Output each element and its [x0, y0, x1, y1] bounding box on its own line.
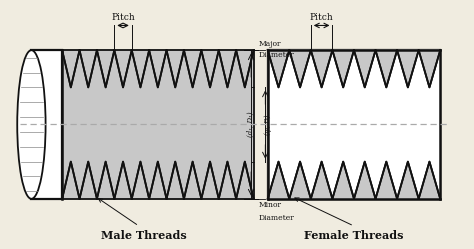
Polygon shape [184, 50, 201, 87]
Polygon shape [332, 162, 354, 199]
Text: Pitch: Pitch [310, 13, 334, 22]
Polygon shape [132, 162, 149, 199]
Polygon shape [166, 162, 184, 199]
Polygon shape [397, 162, 419, 199]
Polygon shape [354, 50, 375, 87]
Polygon shape [80, 162, 97, 199]
Polygon shape [311, 162, 332, 199]
Polygon shape [332, 162, 354, 199]
Polygon shape [97, 50, 114, 87]
Polygon shape [289, 162, 311, 199]
Polygon shape [132, 50, 149, 87]
Polygon shape [268, 162, 289, 199]
Polygon shape [311, 162, 332, 199]
Polygon shape [62, 50, 80, 87]
Polygon shape [397, 50, 419, 87]
Polygon shape [419, 50, 440, 87]
Polygon shape [332, 50, 354, 87]
Polygon shape [201, 162, 219, 199]
Polygon shape [268, 162, 289, 199]
Polygon shape [419, 50, 440, 87]
Polygon shape [149, 50, 166, 87]
Text: Diameter: Diameter [258, 214, 294, 222]
Polygon shape [236, 50, 254, 87]
Polygon shape [311, 50, 332, 87]
Polygon shape [236, 162, 254, 199]
Polygon shape [375, 162, 397, 199]
Polygon shape [219, 162, 236, 199]
Text: Minor: Minor [258, 201, 281, 209]
Polygon shape [268, 50, 289, 87]
Polygon shape [149, 162, 166, 199]
Polygon shape [419, 162, 440, 199]
Polygon shape [201, 50, 219, 87]
Polygon shape [114, 50, 132, 87]
Polygon shape [268, 50, 440, 199]
Polygon shape [62, 162, 80, 199]
Ellipse shape [17, 50, 46, 199]
Polygon shape [354, 162, 375, 199]
Polygon shape [397, 50, 419, 87]
Polygon shape [354, 162, 375, 199]
Text: (d₁, D₁): (d₁, D₁) [247, 112, 255, 137]
Polygon shape [184, 162, 201, 199]
Polygon shape [397, 162, 419, 199]
Polygon shape [97, 162, 114, 199]
Polygon shape [332, 50, 354, 87]
Text: Female Threads: Female Threads [304, 230, 404, 241]
Polygon shape [114, 162, 132, 199]
Polygon shape [311, 50, 332, 87]
Polygon shape [289, 50, 311, 87]
Polygon shape [268, 50, 289, 87]
Text: (φ, D): (φ, D) [264, 114, 272, 135]
Text: Pitch: Pitch [111, 13, 135, 22]
Polygon shape [166, 50, 184, 87]
Polygon shape [354, 50, 375, 87]
Polygon shape [375, 162, 397, 199]
Polygon shape [289, 50, 311, 87]
Polygon shape [375, 50, 397, 87]
Polygon shape [375, 50, 397, 87]
Text: Male Threads: Male Threads [101, 230, 187, 241]
Polygon shape [289, 162, 311, 199]
Polygon shape [219, 50, 236, 87]
Text: Major: Major [258, 40, 281, 48]
Polygon shape [419, 162, 440, 199]
Polygon shape [31, 50, 62, 199]
Text: Diameter: Diameter [258, 51, 294, 59]
Polygon shape [80, 50, 97, 87]
Polygon shape [62, 50, 254, 199]
